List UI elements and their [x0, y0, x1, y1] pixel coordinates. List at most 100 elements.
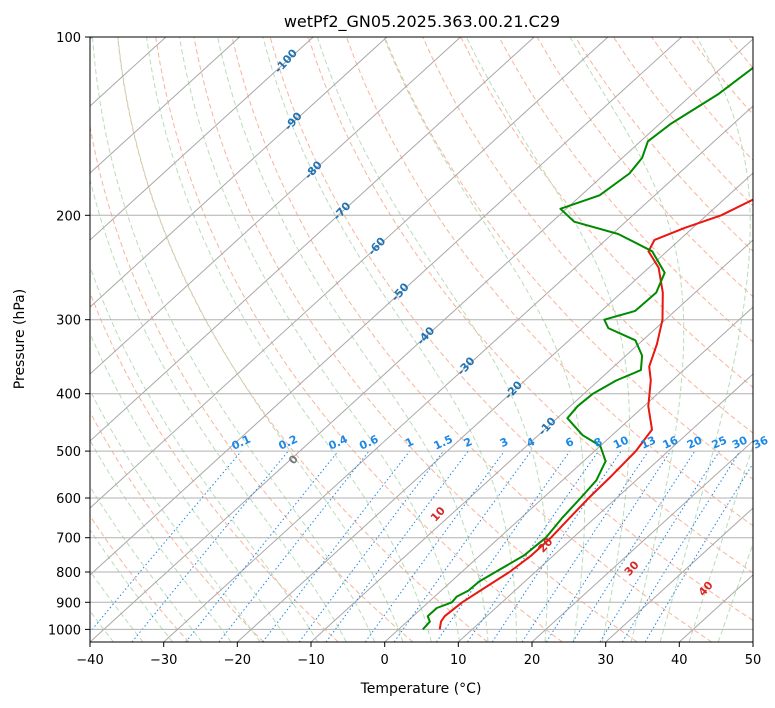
x-tick-label: 40 [671, 653, 688, 668]
dry-adiabat [345, 37, 753, 527]
moist-adiabat [117, 37, 404, 642]
dry-adiabat [422, 37, 753, 434]
isotherm [163, 105, 753, 642]
mixing-ratio-label: 13 [639, 434, 658, 452]
isotherm [531, 440, 753, 642]
isotherm [90, 37, 609, 509]
y-tick-label: 100 [56, 31, 81, 46]
moist-adiabat [717, 542, 753, 642]
isotherm [90, 38, 753, 642]
isoline-labels: -100-90-80-70-60-50-40-30-20-100.1 0.2 0.4… [230, 46, 771, 598]
mixing-ratio-line [90, 450, 242, 633]
x-axis: −40 −30 −20 −10 0 10 20 30 40 50 [76, 642, 761, 668]
isotherm [90, 37, 388, 308]
isotherm [90, 37, 314, 241]
y-tick-label: 1000 [48, 623, 81, 638]
x-tick-label: 30 [597, 653, 614, 668]
dry-adiabat [90, 411, 264, 642]
mixing-ratio-line [393, 450, 532, 642]
isotherm [752, 641, 753, 642]
mixing-ratio-line [491, 450, 622, 642]
dry-adiabat [193, 37, 638, 642]
background-lines [90, 37, 775, 642]
mixing-ratio-line [644, 462, 753, 642]
y-tick-label: 700 [56, 532, 81, 547]
moist-adiabat [659, 37, 751, 642]
dewpoint-line [422, 66, 753, 631]
isotherm [457, 373, 753, 642]
mixing-ratio-line [131, 450, 289, 642]
x-tick-label: −20 [224, 653, 251, 668]
mixing-ratio-label: 30 [730, 433, 750, 451]
x-tick-label: 10 [450, 653, 467, 668]
x-axis-label: Temperature (°C) [360, 681, 482, 697]
mixing-ratio-label: 25 [710, 434, 729, 452]
mixing-ratio-label: 20 [685, 433, 705, 451]
mixing-ratio-line [621, 450, 741, 642]
x-tick-label: −10 [297, 653, 324, 668]
y-tick-label: 800 [56, 566, 81, 581]
moist-adiabat [90, 265, 319, 642]
y-tick-label: 400 [56, 388, 81, 403]
plot-frame [89, 36, 754, 643]
dry-adiabat [307, 37, 753, 574]
x-tick-label: 20 [524, 653, 541, 668]
moist-adiabat [217, 37, 489, 642]
isotherm [605, 507, 753, 642]
x-tick-label: 50 [745, 653, 762, 668]
mixing-ratio-line [298, 450, 444, 642]
moist-adiabat [90, 570, 144, 642]
dry-adiabat [269, 37, 753, 622]
y-tick-label: 900 [56, 596, 81, 611]
moist-adiabat [569, 37, 685, 642]
mixing-ratio-line [364, 450, 505, 642]
y-axis-label: Pressure (hPa) [12, 289, 28, 389]
mixing-ratio-label: 10 [611, 433, 631, 451]
x-tick-label: 0 [381, 653, 389, 668]
y-tick-label: 200 [56, 209, 81, 224]
dry-adiabat [117, 37, 488, 642]
dry-adiabat [155, 37, 563, 642]
moist-adiabat [262, 37, 517, 642]
x-tick-label: −30 [150, 653, 177, 668]
moist-adiabat [90, 389, 261, 642]
isotherm [310, 239, 753, 642]
mixing-ratio-line [435, 450, 571, 642]
dry-adiabat [536, 37, 753, 298]
moist-adiabat [465, 37, 630, 642]
pressure-gridlines [90, 37, 753, 630]
y-tick-label: 500 [56, 445, 81, 460]
isotherm [90, 37, 535, 442]
mixing-ratio-line [572, 450, 696, 642]
mixing-ratio-line [325, 450, 469, 642]
isotherm [90, 37, 682, 576]
mixing-ratio-label: 36 [751, 433, 771, 451]
moist-adiabat [90, 439, 232, 642]
isotherm [236, 172, 753, 642]
mixing-ratio-line [467, 450, 599, 642]
dry-adiabat [498, 37, 753, 343]
dry-adiabat [231, 37, 712, 642]
moist-adiabat [92, 37, 376, 642]
moist-adiabat [90, 177, 347, 642]
y-tick-label: 300 [56, 314, 81, 329]
mixing-ratio-line [185, 450, 339, 642]
isotherm [90, 37, 461, 375]
moist-adiabat [688, 444, 753, 642]
moist-adiabat [90, 332, 290, 642]
isotherm [90, 37, 240, 174]
mixing-ratio-label: 16 [661, 433, 681, 451]
x-tick-label: −40 [76, 653, 103, 668]
moist-adiabat [146, 37, 432, 642]
y-tick-label: 600 [56, 492, 81, 507]
isotherm [384, 306, 753, 642]
mixing-ratio-line [545, 450, 672, 642]
temperature-line [438, 198, 753, 630]
mixing-ratio-line [521, 450, 649, 642]
profile-series [422, 66, 753, 631]
dry-adiabat [766, 37, 775, 642]
moist-adiabat [316, 37, 548, 642]
moist-adiabat [178, 37, 461, 642]
y-axis: 100 200 300 400 500 600 700 800 900 1000 [48, 31, 90, 638]
